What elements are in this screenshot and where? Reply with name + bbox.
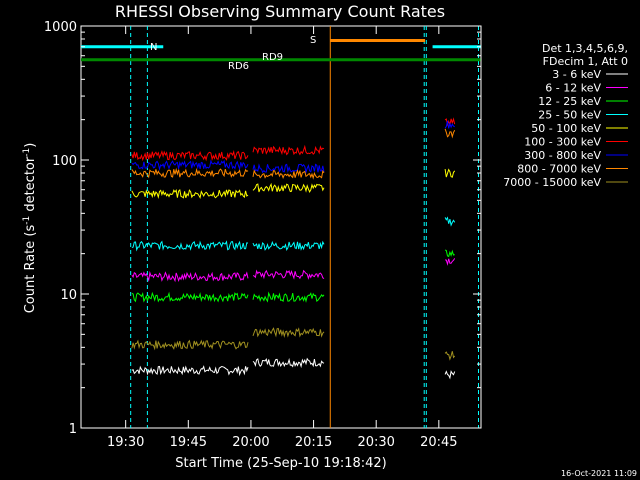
flag-bars: N S RD6 RD9 — [81, 35, 481, 72]
series-trace-7-1 — [252, 169, 325, 180]
x-tick-label-1: 19:45 — [170, 435, 207, 450]
legend-header-0: Det 1,3,4,5,6,9, — [542, 42, 628, 55]
timestamp: 16-Oct-2021 11:09 — [561, 469, 637, 478]
series-trace-7-2 — [444, 128, 456, 139]
x-axis-label: Start Time (25-Sep-10 19:18:42) — [175, 456, 386, 471]
y-axis-label-part2: detector — [23, 156, 38, 216]
series-trace-0-1 — [252, 357, 325, 369]
legend-label-4: 50 - 100 keV — [531, 122, 601, 135]
series-trace-3-2 — [444, 216, 456, 227]
series-trace-5-0 — [131, 149, 249, 162]
y-axis-label-sup1: -1 — [22, 216, 32, 225]
chart-title: RHESSI Observing Summary Count Rates — [115, 2, 445, 21]
series-traces — [131, 117, 456, 380]
y-tick-label-2: 100 — [52, 154, 77, 169]
x-axis-ticks: 19:30 19:45 20:00 20:15 20:30 20:45 — [107, 26, 458, 450]
plot-frame — [80, 25, 482, 429]
series-trace-4-1 — [252, 182, 325, 194]
y-tick-label-3: 1000 — [44, 20, 77, 35]
series-trace-1-2 — [445, 258, 456, 266]
x-tick-label-2: 20:00 — [232, 435, 269, 450]
flag-label-s: S — [310, 35, 316, 46]
series-trace-8-1 — [252, 327, 325, 338]
series-trace-3-1 — [252, 240, 325, 251]
legend-label-6: 300 - 800 keV — [524, 149, 601, 162]
x-tick-label-5: 20:45 — [420, 435, 457, 450]
legend-header-1: FDecim 1, Att 0 — [543, 55, 628, 68]
legend-label-7: 800 - 7000 keV — [517, 163, 601, 176]
series-trace-0-2 — [444, 370, 456, 380]
legend-label-5: 100 - 300 keV — [524, 136, 601, 149]
series-trace-4-0 — [131, 189, 249, 200]
series-trace-2-2 — [444, 249, 455, 258]
series-trace-0-0 — [131, 365, 249, 377]
flag-label-n: N — [150, 42, 157, 53]
legend: Det 1,3,4,5,6,9,FDecim 1, Att 03 - 6 keV… — [503, 42, 628, 189]
legend-label-2: 12 - 25 keV — [538, 95, 601, 108]
flag-label-rd9: RD9 — [262, 52, 283, 63]
series-trace-8-0 — [131, 339, 249, 351]
vertical-markers — [130, 26, 479, 428]
legend-label-3: 25 - 50 keV — [538, 109, 601, 122]
series-trace-8-2 — [444, 351, 456, 361]
series-trace-3-0 — [131, 240, 249, 252]
series-trace-1-0 — [131, 270, 249, 283]
series-trace-6-1 — [252, 163, 325, 175]
y-axis-label-sup2: -1 — [22, 148, 32, 157]
series-trace-6-0 — [131, 159, 249, 171]
series-trace-2-0 — [131, 291, 249, 303]
x-tick-label-0: 19:30 — [107, 435, 144, 450]
y-axis-ticks: 1 10 100 1000 — [44, 20, 481, 437]
series-trace-6-2 — [444, 120, 455, 129]
x-tick-label-3: 20:15 — [295, 435, 332, 450]
legend-label-0: 3 - 6 keV — [552, 68, 601, 81]
legend-label-1: 6 - 12 keV — [545, 82, 601, 95]
y-axis-label-part1: Count Rate (s — [23, 225, 38, 314]
flag-label-rd6: RD6 — [228, 61, 249, 72]
y-axis-label-part3: ) — [23, 143, 38, 148]
legend-label-8: 7000 - 15000 keV — [503, 176, 601, 189]
series-trace-4-2 — [444, 168, 456, 178]
x-tick-label-4: 20:30 — [357, 435, 394, 450]
y-tick-label-0: 1 — [69, 422, 77, 437]
y-tick-label-1: 10 — [60, 288, 77, 303]
series-trace-7-0 — [131, 167, 249, 179]
y-axis-label: Count Rate (s-1 detector-1) — [22, 143, 38, 314]
series-trace-5-1 — [252, 144, 325, 156]
series-trace-2-1 — [252, 291, 325, 303]
series-trace-1-1 — [252, 269, 325, 280]
